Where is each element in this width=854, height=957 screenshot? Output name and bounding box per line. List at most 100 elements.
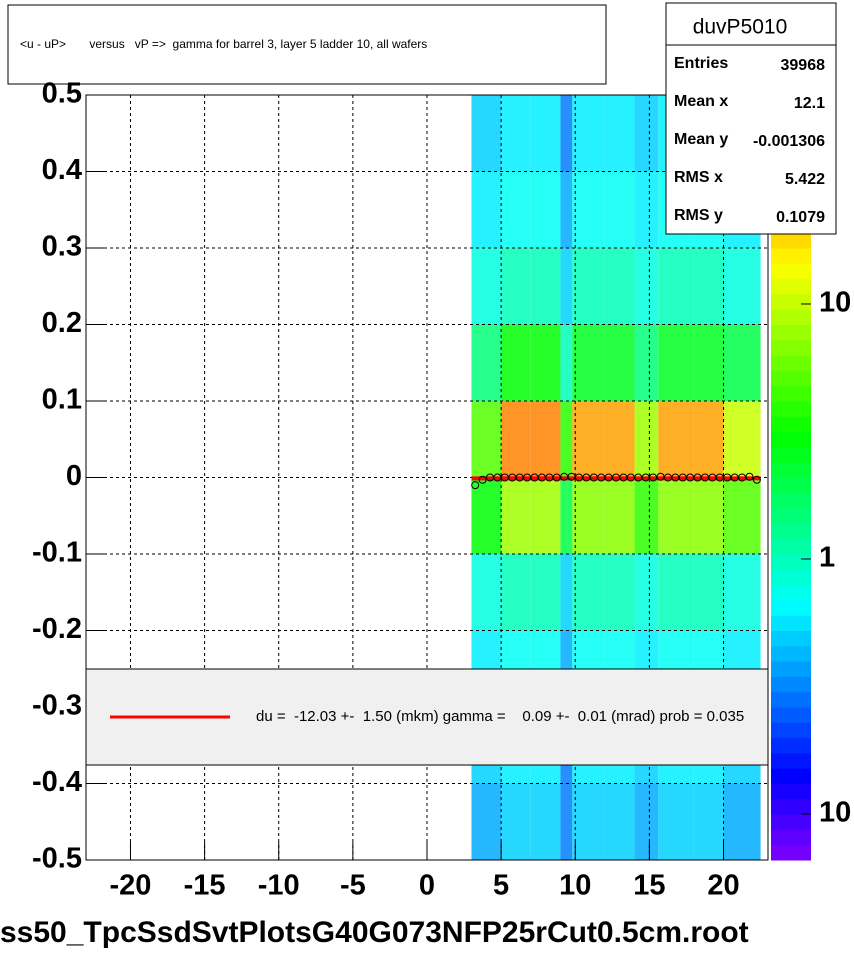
heatmap-cell bbox=[501, 248, 531, 325]
y-tick-label: 0.2 bbox=[42, 307, 82, 339]
y-tick-label: 0.4 bbox=[42, 154, 82, 186]
heatmap-cell bbox=[471, 171, 502, 248]
heatmap-cell bbox=[658, 324, 694, 401]
heatmap-cell bbox=[658, 401, 694, 478]
colorbar-segment bbox=[771, 431, 811, 448]
heatmap-cell bbox=[723, 248, 761, 325]
heatmap-cell bbox=[530, 783, 561, 860]
title-box bbox=[7, 4, 607, 85]
profile-point bbox=[745, 472, 754, 481]
stats-box bbox=[665, 2, 837, 235]
heatmap-cell bbox=[693, 783, 724, 860]
chart-title: <u - uP> versus vP => gamma for barrel 3… bbox=[20, 37, 427, 51]
heatmap-cell bbox=[658, 783, 694, 860]
colorbar-segment bbox=[771, 309, 811, 325]
heatmap-cell bbox=[723, 477, 761, 554]
heatmap-cell bbox=[530, 95, 561, 172]
stats-value: 12.1 bbox=[794, 95, 825, 112]
colorbar-segment bbox=[771, 293, 811, 310]
colorbar-segment bbox=[771, 814, 811, 830]
colorbar-segment bbox=[771, 385, 811, 402]
colorbar-segment bbox=[771, 416, 811, 433]
colorbar-segment bbox=[771, 844, 811, 861]
colorbar-segment bbox=[771, 798, 811, 815]
heatmap-cell bbox=[471, 783, 502, 860]
y-tick-label: 0.3 bbox=[42, 231, 82, 263]
colorbar-segment bbox=[771, 477, 811, 494]
heatmap-cell bbox=[634, 401, 659, 478]
x-tick-label: 5 bbox=[493, 870, 509, 902]
heatmap-cell bbox=[604, 324, 635, 401]
colorbar-segment bbox=[771, 492, 811, 509]
colorbar-segment bbox=[771, 355, 811, 371]
heatmap-cell bbox=[501, 401, 531, 478]
heatmap-cell bbox=[530, 477, 561, 554]
heatmap-cell bbox=[471, 248, 502, 325]
x-tick-label: -20 bbox=[110, 870, 152, 902]
profile-point bbox=[752, 475, 761, 484]
colorbar-segment bbox=[771, 691, 811, 708]
colorbar-segment bbox=[771, 278, 811, 295]
heatmap-cell bbox=[501, 554, 531, 631]
colorbar-segment bbox=[771, 615, 811, 631]
y-tick-label: 0.1 bbox=[42, 384, 82, 416]
heatmap-cell bbox=[723, 783, 761, 860]
z-tick-label: 10 bbox=[819, 287, 851, 319]
heatmap-cell bbox=[501, 95, 531, 172]
heatmap-cell bbox=[604, 477, 635, 554]
heatmap-cell bbox=[634, 95, 659, 172]
stats-value: -0.001306 bbox=[753, 133, 825, 150]
heatmap-cell bbox=[604, 171, 635, 248]
heatmap-cell bbox=[530, 171, 561, 248]
colorbar-segment bbox=[771, 630, 811, 647]
heatmap-cell bbox=[604, 554, 635, 631]
heatmap-cell bbox=[501, 171, 531, 248]
heatmap-cell bbox=[634, 248, 659, 325]
heatmap-cell bbox=[658, 248, 694, 325]
heatmap-cell bbox=[693, 554, 724, 631]
heatmap-cell bbox=[693, 477, 724, 554]
colorbar-segment bbox=[771, 707, 811, 723]
heatmap-cell bbox=[501, 783, 531, 860]
y-tick-label: 0.5 bbox=[42, 78, 82, 110]
heatmap-cell bbox=[530, 248, 561, 325]
colorbar-segment bbox=[771, 370, 811, 387]
heatmap-cell bbox=[501, 477, 531, 554]
heatmap-cell bbox=[501, 324, 531, 401]
stats-name: duvP5010 bbox=[693, 16, 788, 39]
x-tick-label: 20 bbox=[707, 870, 739, 902]
colorbar-segment bbox=[771, 752, 811, 769]
heatmap-cell bbox=[572, 171, 605, 248]
heatmap-cell bbox=[560, 248, 573, 325]
stats-key: Mean y bbox=[674, 131, 728, 148]
y-tick-label: -0.5 bbox=[32, 843, 82, 875]
heatmap-cell bbox=[634, 554, 659, 631]
heatmap-cell bbox=[560, 554, 573, 631]
heatmap-cell bbox=[471, 95, 502, 172]
heatmap-cell bbox=[560, 324, 573, 401]
colorbar-segment bbox=[771, 248, 811, 264]
colorbar-segment bbox=[771, 339, 811, 356]
heatmap-cell bbox=[723, 554, 761, 631]
heatmap-cell bbox=[572, 248, 605, 325]
plot-frame bbox=[85, 94, 769, 861]
z-tick-label: 1 bbox=[819, 542, 835, 574]
heatmap-cell bbox=[572, 324, 605, 401]
colorbar-segment bbox=[771, 446, 811, 463]
colorbar-segment bbox=[771, 401, 811, 417]
heatmap-cell bbox=[693, 401, 724, 478]
heatmap-cell bbox=[723, 324, 761, 401]
legend-text: du = -12.03 +- 1.50 (mkm) gamma = 0.09 +… bbox=[256, 708, 744, 725]
stats-key: Entries bbox=[674, 55, 728, 72]
profile-point bbox=[471, 481, 480, 490]
colorbar-segment bbox=[771, 263, 811, 280]
heatmap-cell bbox=[471, 324, 502, 401]
colorbar-segment bbox=[771, 554, 811, 570]
heatmap-cell bbox=[560, 95, 573, 172]
heatmap-cell bbox=[471, 554, 502, 631]
footer: ss50_TpcSsdSvtPlotsG40G073NFP25rCut0.5cm… bbox=[0, 916, 749, 949]
x-tick-label: -10 bbox=[258, 870, 300, 902]
colorbar-segment bbox=[771, 661, 811, 677]
heatmap-cell bbox=[530, 324, 561, 401]
